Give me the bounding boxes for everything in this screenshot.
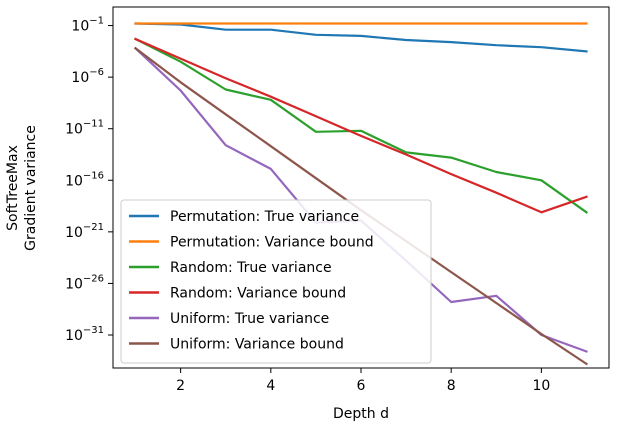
y-tick-label: 10−16 <box>65 170 104 189</box>
y-tick-label: 10−26 <box>65 273 104 292</box>
y-axis: 10−1 10−6 10−11 10−16 10−21 10−26 10−31 <box>65 16 113 344</box>
series-line-3 <box>134 37 589 214</box>
series-line-4 <box>134 37 588 214</box>
y-axis-title-line1: SoftTreeMax <box>5 145 21 231</box>
legend-label: Permutation: Variance bound <box>170 235 374 251</box>
x-tick-label: 2 <box>176 378 185 394</box>
legend-label: Random: True variance <box>170 260 332 276</box>
y-tick-label: 10−1 <box>71 16 104 35</box>
y-tick-label: 10−21 <box>65 222 104 241</box>
x-axis: 2 4 6 8 10 <box>176 368 550 394</box>
y-tick-label: 10−6 <box>71 67 104 86</box>
legend: Permutation: True variance Permutation: V… <box>120 199 432 364</box>
y-tick-label: 10−11 <box>65 119 104 138</box>
legend-label: Random: Variance bound <box>170 286 346 302</box>
x-tick-label: 10 <box>532 378 550 394</box>
legend-label: Uniform: Variance bound <box>170 337 344 353</box>
x-tick-label: 4 <box>266 378 275 394</box>
legend-label: Permutation: True variance <box>170 209 359 225</box>
series-line-1 <box>134 22 588 53</box>
x-tick-label: 6 <box>357 378 366 394</box>
y-axis-title-line2: Gradient variance <box>23 125 39 251</box>
legend-label: Uniform: True variance <box>170 311 329 327</box>
x-axis-title: Depth d <box>333 406 389 422</box>
legend-box <box>120 199 432 364</box>
y-tick-label: 10−31 <box>65 325 104 344</box>
x-tick-label: 8 <box>447 378 456 394</box>
